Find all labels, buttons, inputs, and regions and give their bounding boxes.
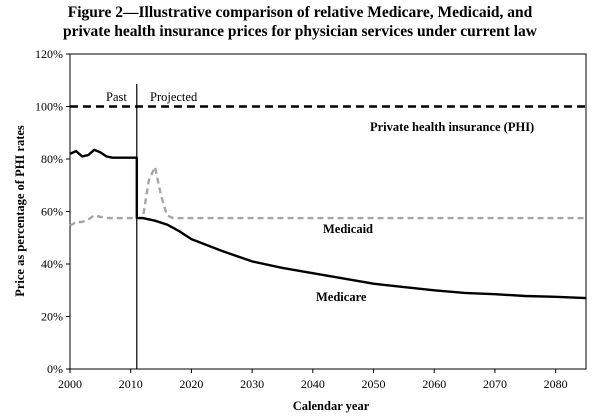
y-tick-label: 20%: [41, 310, 63, 324]
plot-area: [69, 53, 587, 370]
chart-title: Figure 2—Illustrative comparison of rela…: [0, 3, 600, 41]
y-tick-label: 60%: [41, 205, 63, 219]
x-tick-label: 2040: [301, 377, 325, 391]
y-tick-label: 80%: [41, 152, 63, 166]
y-tick-label: 100%: [35, 100, 63, 114]
phi-series-label: Private health insurance (PHI): [370, 120, 534, 134]
chart-title-line-1: Figure 2—Illustrative comparison of rela…: [67, 4, 533, 21]
y-tick-label: 0%: [47, 362, 63, 376]
medicaid-series-label: Medicaid: [323, 222, 373, 236]
x-tick-label: 2010: [119, 377, 143, 391]
x-tick-label: 2020: [179, 377, 203, 391]
x-tick-label: 2000: [58, 377, 82, 391]
x-tick-label: 2050: [362, 377, 386, 391]
x-tick-label: 2030: [240, 377, 264, 391]
series-layer: [69, 84, 587, 369]
past-annotation: Past: [106, 90, 127, 104]
plot-border: [69, 53, 587, 370]
y-axis-ticks: 0% 20% 40% 60% 80% 100% 120%: [35, 47, 70, 376]
projected-annotation: Projected: [150, 90, 198, 104]
medicaid-line: [69, 165, 586, 227]
x-axis-title: Calendar year: [293, 399, 370, 413]
medicare-line: [69, 148, 587, 300]
chart-title-line-2: private health insurance prices for phys…: [62, 23, 537, 40]
y-axis-title: Price as percentage of PHI rates: [13, 125, 27, 297]
x-axis-ticks: 2000 2010 2020 2030 2040 2050 2060 2070 2080: [58, 369, 568, 391]
x-tick-label: 2060: [422, 377, 446, 391]
y-tick-label: 40%: [41, 257, 63, 271]
medicare-series-label: Medicare: [316, 290, 367, 304]
x-tick-label: 2080: [544, 377, 568, 391]
x-tick-label: 2070: [483, 377, 507, 391]
y-tick-label: 120%: [35, 47, 63, 61]
